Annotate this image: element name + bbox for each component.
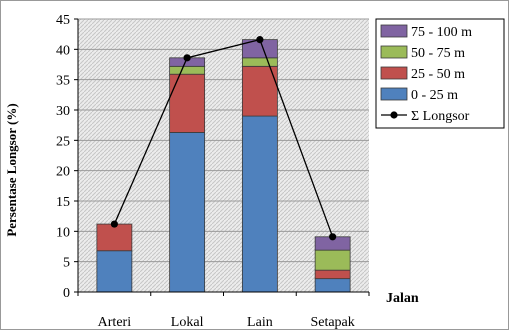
y-tick-label: 35 xyxy=(56,74,70,89)
bar-segment xyxy=(241,115,278,293)
x-axis-label: Jalan xyxy=(386,291,419,306)
legend-swatch xyxy=(380,45,408,59)
y-tick-labels: 0 5 10 15 20 25 30 35 40 45 xyxy=(56,13,70,301)
bar-segment xyxy=(169,65,206,75)
y-axis-label: Persentase Longsor (%) xyxy=(4,103,19,236)
sum-line-point xyxy=(110,220,118,228)
legend-label: 25 - 50 m xyxy=(411,67,465,82)
bar-segment xyxy=(169,73,206,133)
y-tick-label: 15 xyxy=(56,195,70,210)
x-tick-label: Arteri xyxy=(98,315,132,330)
sum-line-point xyxy=(183,54,191,62)
bar-segment xyxy=(314,278,351,293)
sum-line-point xyxy=(329,233,337,241)
bar-segment xyxy=(96,223,133,252)
y-tick-label: 5 xyxy=(63,256,70,271)
y-tick-label: 0 xyxy=(63,286,70,301)
legend-swatch xyxy=(380,66,408,80)
x-tick-labels: Arteri Lokal Lain Setapak xyxy=(98,315,355,330)
bar-segment xyxy=(96,250,133,293)
y-tick-label: 10 xyxy=(56,225,70,240)
axes xyxy=(74,18,370,296)
bar-segment xyxy=(314,269,351,280)
bar-segment xyxy=(241,57,278,67)
y-tick-label: 25 xyxy=(56,134,70,149)
legend-swatch xyxy=(380,87,408,101)
sum-line-point xyxy=(256,36,264,44)
y-tick-label: 30 xyxy=(56,104,70,119)
legend-marker xyxy=(390,111,398,119)
legend-label: Σ Longsor xyxy=(411,109,470,124)
y-tick-label: 40 xyxy=(56,43,70,58)
x-tick-label: Lain xyxy=(247,315,273,330)
legend: 75 - 100 m 50 - 75 m 25 - 50 m 0 - 25 m Σ Lo… xyxy=(375,18,505,129)
legend-label: 0 - 25 m xyxy=(411,88,458,103)
legend-label: 50 - 75 m xyxy=(411,46,465,61)
legend-swatch xyxy=(380,24,408,38)
x-tick-label: Lokal xyxy=(171,315,204,330)
sum-line xyxy=(110,36,337,241)
y-tick-label: 45 xyxy=(56,13,70,28)
bar-segment xyxy=(314,249,351,271)
legend-label: 75 - 100 m xyxy=(411,25,472,40)
sum-line-path xyxy=(113,38,334,238)
bars xyxy=(96,39,351,293)
y-tick-label: 20 xyxy=(56,165,70,180)
bar-segment xyxy=(169,132,206,293)
x-tick-label: Setapak xyxy=(310,315,354,330)
